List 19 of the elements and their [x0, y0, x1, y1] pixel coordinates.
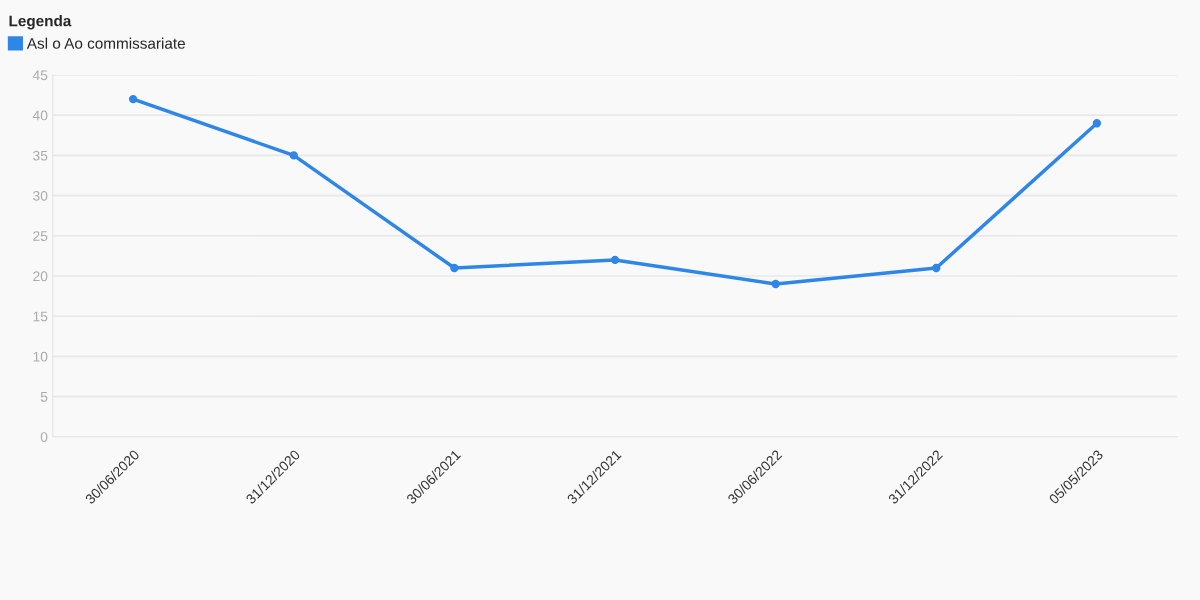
y-tick-label: 45: [32, 70, 48, 81]
y-tick-label: 5: [40, 392, 48, 402]
point: [289, 151, 298, 160]
point: [1092, 119, 1102, 128]
legend-label: Asl o Ao commissariate: [26, 37, 185, 49]
point: [932, 263, 941, 273]
y-tick-label: 15: [33, 311, 48, 322]
y-tick-label: 25: [33, 231, 48, 241]
y-tick-label: 35: [33, 150, 48, 161]
y-tick-label: 40: [32, 110, 48, 121]
y-tick-label: 0: [40, 432, 48, 442]
y-tick-label: 10: [33, 351, 48, 362]
y-tick-label: 30: [33, 190, 48, 201]
point: [128, 94, 138, 104]
point: [771, 279, 780, 289]
legend-title: Legenda: [9, 15, 72, 30]
point: [450, 263, 459, 273]
y-tick-label: 20: [33, 271, 48, 282]
point: [610, 255, 620, 265]
